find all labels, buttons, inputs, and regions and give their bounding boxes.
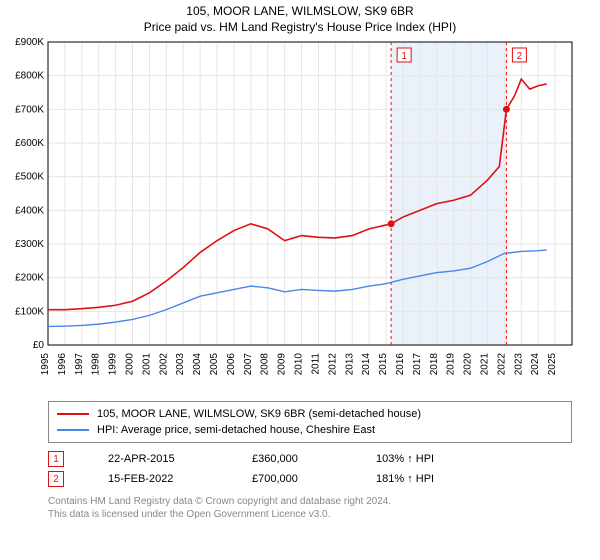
svg-text:2017: 2017 — [412, 353, 423, 376]
svg-text:£0: £0 — [33, 340, 45, 351]
svg-text:2003: 2003 — [175, 353, 186, 376]
chart-title: 105, MOOR LANE, WILMSLOW, SK9 6BR — [0, 0, 600, 18]
legend-label: HPI: Average price, semi-detached house,… — [97, 424, 375, 436]
marker-date: 15-FEB-2022 — [108, 473, 228, 485]
svg-text:£900K: £900K — [15, 37, 44, 48]
svg-text:£300K: £300K — [15, 239, 44, 250]
svg-text:2012: 2012 — [327, 353, 338, 376]
svg-text:1997: 1997 — [74, 353, 85, 376]
svg-text:2024: 2024 — [530, 353, 541, 376]
svg-text:1: 1 — [401, 51, 407, 62]
legend-label: 105, MOOR LANE, WILMSLOW, SK9 6BR (semi-… — [97, 408, 421, 420]
marker-table: 1 22-APR-2015 £360,000 103% ↑ HPI 2 15-FEB-20… — [48, 449, 572, 489]
svg-text:2005: 2005 — [209, 353, 220, 376]
svg-text:2000: 2000 — [125, 353, 136, 376]
svg-text:2014: 2014 — [361, 353, 372, 376]
marker-row: 1 22-APR-2015 £360,000 103% ↑ HPI — [48, 449, 572, 469]
svg-text:2013: 2013 — [344, 353, 355, 376]
svg-text:1995: 1995 — [40, 353, 51, 376]
footer-line1: Contains HM Land Registry data © Crown c… — [48, 495, 572, 508]
footer-line2: This data is licensed under the Open Gov… — [48, 508, 572, 521]
svg-text:2010: 2010 — [294, 353, 305, 376]
svg-text:1998: 1998 — [91, 353, 102, 376]
legend: 105, MOOR LANE, WILMSLOW, SK9 6BR (semi-… — [48, 401, 572, 443]
marker-number: 2 — [48, 471, 64, 487]
svg-text:2004: 2004 — [192, 353, 203, 376]
chart-subtitle: Price paid vs. HM Land Registry's House … — [0, 18, 600, 34]
svg-text:2009: 2009 — [277, 353, 288, 376]
svg-text:£200K: £200K — [15, 273, 44, 284]
marker-price: £700,000 — [252, 473, 352, 485]
legend-swatch — [57, 429, 89, 431]
svg-text:£800K: £800K — [15, 71, 44, 82]
svg-text:£700K: £700K — [15, 104, 44, 115]
svg-text:2016: 2016 — [395, 353, 406, 376]
svg-text:2025: 2025 — [547, 353, 558, 376]
legend-swatch — [57, 413, 89, 415]
legend-item: 105, MOOR LANE, WILMSLOW, SK9 6BR (semi-… — [57, 406, 563, 422]
svg-text:2001: 2001 — [141, 353, 152, 376]
svg-text:2: 2 — [517, 51, 523, 62]
svg-text:2008: 2008 — [260, 353, 271, 376]
svg-text:2019: 2019 — [446, 353, 457, 376]
price-chart: £0 £100K £200K £300K £400K £500K £600K £700K £80… — [0, 34, 600, 399]
svg-text:2002: 2002 — [158, 353, 169, 376]
footer: Contains HM Land Registry data © Crown c… — [48, 495, 572, 521]
svg-text:£100K: £100K — [15, 306, 44, 317]
svg-text:2023: 2023 — [513, 353, 524, 376]
svg-text:1996: 1996 — [57, 353, 68, 376]
svg-text:2015: 2015 — [378, 353, 389, 376]
marker-pct: 103% ↑ HPI — [376, 453, 476, 465]
svg-text:£600K: £600K — [15, 138, 44, 149]
marker-price: £360,000 — [252, 453, 352, 465]
marker-number: 1 — [48, 451, 64, 467]
svg-text:1999: 1999 — [108, 353, 119, 376]
svg-text:2021: 2021 — [479, 353, 490, 376]
svg-text:2018: 2018 — [429, 353, 440, 376]
svg-text:2020: 2020 — [463, 353, 474, 376]
svg-text:£400K: £400K — [15, 205, 44, 216]
svg-text:2011: 2011 — [310, 353, 321, 375]
marker-pct: 181% ↑ HPI — [376, 473, 476, 485]
svg-text:2022: 2022 — [496, 353, 507, 376]
marker-row: 2 15-FEB-2022 £700,000 181% ↑ HPI — [48, 469, 572, 489]
svg-text:£500K: £500K — [15, 172, 44, 183]
svg-text:2006: 2006 — [226, 353, 237, 376]
svg-text:2007: 2007 — [243, 353, 254, 376]
marker-date: 22-APR-2015 — [108, 453, 228, 465]
legend-item: HPI: Average price, semi-detached house,… — [57, 422, 563, 438]
